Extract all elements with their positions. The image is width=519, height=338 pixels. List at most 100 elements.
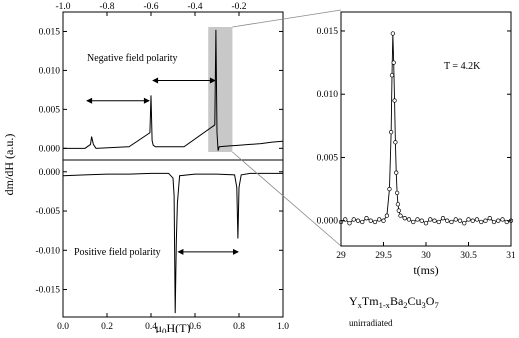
x-tick-label: 0.6 (189, 322, 201, 332)
y-tick-label: 0.010 (39, 66, 61, 76)
data-point (384, 213, 390, 218)
top-x-tick-label: -0.6 (143, 2, 158, 12)
data-point (449, 219, 454, 225)
data-point (415, 217, 420, 222)
data-point (394, 190, 400, 196)
data-point (428, 217, 433, 222)
x-tick-label: 29.5 (375, 251, 392, 261)
data-point (462, 221, 467, 226)
x-tick-label: 30.5 (460, 251, 477, 261)
data-point (457, 218, 463, 223)
x-tick-label: 31 (506, 251, 516, 261)
positive-polarity-series-line (62, 172, 283, 314)
data-point (491, 219, 497, 225)
y-tick-label: -0.010 (35, 246, 60, 256)
top-x-tick-label: -1.0 (55, 2, 70, 12)
data-point (474, 217, 480, 222)
x-tick-label: 30 (421, 251, 431, 261)
y-tick-label: 0.000 (317, 217, 339, 227)
arrow-head-right (143, 97, 150, 104)
data-point (389, 130, 394, 135)
data-point (372, 219, 378, 225)
data-point (445, 218, 450, 223)
data-point (440, 216, 446, 221)
arrow-head-left (86, 97, 93, 104)
data-point (470, 218, 475, 223)
distance-arrow (177, 248, 239, 255)
y-tick-label: 0.000 (39, 168, 61, 178)
data-point (496, 218, 501, 223)
data-point (432, 218, 437, 223)
data-point (398, 213, 403, 218)
x-tick-label: 0.2 (101, 322, 113, 332)
data-point (483, 218, 488, 223)
top-x-tick-label: -0.4 (187, 2, 202, 12)
highlight-band (208, 27, 233, 152)
negative-polarity-series-line (63, 29, 284, 151)
data-point (436, 219, 441, 225)
time-trace-series-line (340, 33, 512, 224)
x-axis-label: μ0H(T) (156, 321, 191, 333)
positive-polarity-panel: 0.0 0.2 0.4 0.6 0.8 1.0 0.000 -0.005 -0.010 -0.01… (35, 159, 289, 337)
data-point (500, 217, 505, 222)
data-point (419, 218, 424, 223)
sample-condition: unirradiated (349, 318, 393, 328)
y-tick-label: 0.005 (39, 105, 61, 115)
x-tick-label: 0.0 (57, 322, 69, 332)
x-tick-label: 29 (336, 251, 346, 261)
zoom-connector-bottom (232, 151, 342, 247)
time-axis-label: t(ms) (413, 263, 438, 277)
data-point (394, 170, 399, 175)
top-x-tick-label: -0.2 (231, 2, 246, 12)
y-tick-label: 0.015 (39, 27, 61, 37)
time-trace-panel: 29 29.5 30 30.5 31 0.000 0.005 0.010 0.015 T = 4… (317, 11, 516, 277)
negative-polarity-frame (62, 11, 284, 161)
data-point (347, 221, 352, 226)
data-point (423, 221, 429, 226)
y-tick-label: 0.015 (317, 27, 339, 37)
data-point (395, 202, 401, 207)
y-tick-label: 0.000 (39, 144, 61, 154)
arrow-head-right (233, 248, 239, 255)
arrow-head-left (152, 77, 159, 84)
distance-arrow (86, 97, 150, 104)
data-point (411, 219, 416, 225)
y-tick-label: -0.005 (35, 207, 60, 217)
data-point (453, 217, 458, 222)
data-point (466, 217, 471, 222)
data-point (360, 219, 365, 225)
data-point (364, 216, 369, 221)
x-tick-label: 0.8 (233, 322, 245, 332)
data-point (368, 218, 373, 223)
time-trace-frame (340, 11, 512, 247)
y-tick-label: -0.015 (35, 286, 60, 296)
data-point (396, 208, 401, 213)
negative-polarity-panel: -1.0 -0.8 -0.6 -0.4 -0.2 0.000 0.005 0.010 0.015… (39, 2, 284, 161)
sample-formula: YxTm1-xBa2Cu3O7 (349, 294, 439, 310)
data-point (355, 218, 361, 223)
y-axis-label: dm/dH (a.u.) (2, 134, 16, 196)
data-point (381, 218, 386, 223)
positive-polarity-frame (62, 159, 284, 318)
y-tick-label: 0.010 (317, 90, 339, 100)
negative-polarity-label: Negative field polarity (87, 53, 178, 64)
data-point (377, 217, 382, 222)
data-point (487, 216, 492, 221)
data-point (402, 216, 407, 221)
top-x-tick-label: -0.8 (99, 2, 114, 12)
zoom-connector-top (232, 9, 342, 28)
data-point (387, 186, 392, 192)
data-point (392, 98, 397, 103)
arrow-head-left (177, 248, 184, 255)
data-point (406, 217, 412, 222)
temperature-label: T = 4.2K (444, 61, 481, 72)
x-tick-label: 0.4 (145, 322, 157, 332)
data-point (389, 73, 395, 78)
data-point (390, 31, 396, 36)
data-point (479, 219, 484, 225)
distance-arrow (152, 77, 216, 84)
y-tick-label: 0.005 (317, 153, 339, 163)
data-point (351, 217, 356, 222)
